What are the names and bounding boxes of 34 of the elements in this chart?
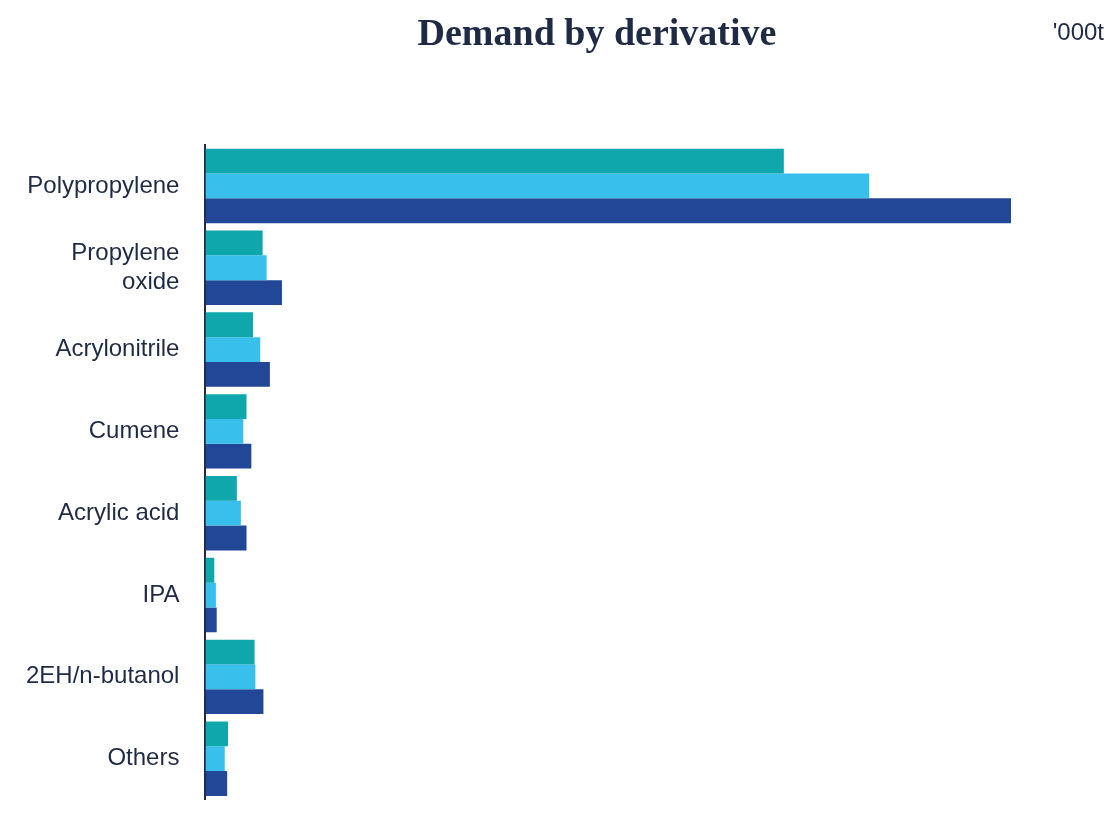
- bar: [205, 475, 237, 501]
- y-tick-label: Polypropylene: [27, 170, 180, 198]
- bar: [205, 771, 228, 796]
- bar: [205, 418, 244, 444]
- y-tick-label: Others: [107, 743, 180, 771]
- bar: [205, 639, 255, 665]
- bar: [205, 337, 261, 362]
- bar: [205, 198, 1011, 224]
- bar: [205, 280, 282, 305]
- y-tick-label: Acrylic acid: [58, 497, 180, 525]
- bar: [205, 443, 252, 469]
- y-tick-label: IPA: [142, 579, 180, 607]
- bar: [205, 525, 247, 551]
- bar: [205, 255, 267, 281]
- bar: [205, 312, 253, 338]
- bar: [205, 500, 241, 526]
- y-tick-label: Cumene: [88, 416, 180, 444]
- bar: [205, 689, 264, 715]
- text: '000t: [1052, 18, 1104, 46]
- bar: [205, 361, 270, 387]
- bar: [205, 607, 217, 633]
- bar: [205, 746, 225, 772]
- bar: [205, 582, 216, 608]
- bar: [205, 173, 870, 199]
- bar: [205, 664, 256, 690]
- chart-title: Demand by derivative: [417, 11, 777, 53]
- bar: [205, 148, 784, 174]
- bar: [205, 557, 215, 583]
- bar: [205, 721, 228, 747]
- bar: [205, 394, 247, 419]
- y-tick-label: Propylene oxide: [71, 237, 180, 294]
- bar: [205, 230, 263, 256]
- y-tick-label: 2EH/n-butanol: [26, 661, 180, 689]
- y-tick-label: Acrylonitrile: [55, 334, 180, 362]
